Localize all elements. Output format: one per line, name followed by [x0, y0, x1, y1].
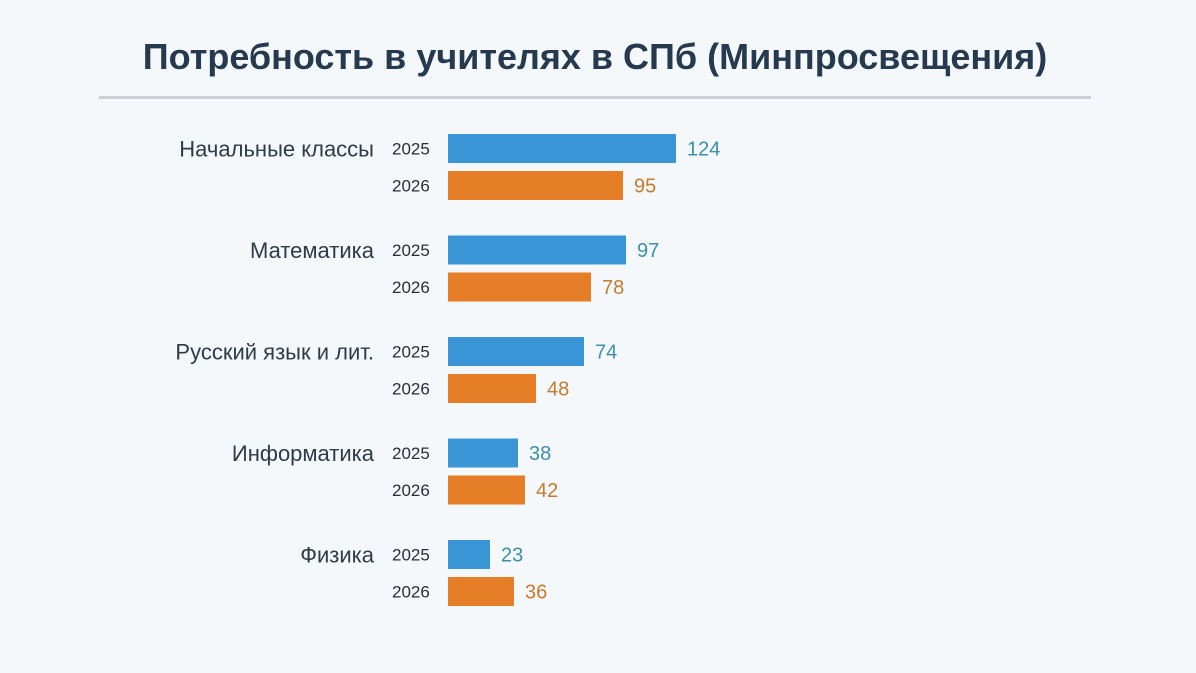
- chart-title: Потребность в учителях в СПб (Минпросвещ…: [142, 36, 1048, 77]
- year-label: 2025: [392, 140, 430, 159]
- value-label: 97: [637, 240, 659, 262]
- category-label: Математика: [250, 238, 375, 263]
- year-label: 2025: [392, 444, 430, 463]
- year-label: 2025: [392, 546, 430, 565]
- category-label: Информатика: [232, 441, 375, 466]
- bar-2025: [448, 438, 518, 468]
- value-label: 78: [602, 277, 624, 299]
- value-label: 74: [595, 342, 617, 364]
- year-label: 2025: [392, 241, 430, 260]
- bar-2025: [448, 235, 626, 265]
- value-label: 42: [536, 480, 558, 502]
- title-divider: [99, 96, 1091, 99]
- value-label: 48: [547, 379, 569, 401]
- bar-2025: [448, 540, 490, 569]
- bar-2025: [448, 134, 676, 163]
- bar-2026: [448, 475, 525, 505]
- bar-2026: [448, 272, 591, 302]
- value-label: 124: [687, 139, 720, 161]
- bar-2025: [448, 337, 584, 366]
- value-label: 23: [501, 545, 523, 567]
- bar-2026: [448, 577, 514, 606]
- bar-2026: [448, 171, 623, 200]
- category-label: Физика: [300, 543, 374, 568]
- category-label: Начальные классы: [179, 137, 374, 162]
- value-label: 36: [525, 582, 547, 604]
- year-label: 2026: [392, 481, 430, 500]
- category-label: Русский язык и лит.: [175, 340, 374, 365]
- year-label: 2026: [392, 380, 430, 399]
- bar-2026: [448, 374, 536, 403]
- year-label: 2026: [392, 278, 430, 297]
- value-label: 38: [529, 443, 551, 465]
- year-label: 2025: [392, 343, 430, 362]
- year-label: 2026: [392, 583, 430, 602]
- year-label: 2026: [392, 177, 430, 196]
- value-label: 95: [634, 176, 656, 198]
